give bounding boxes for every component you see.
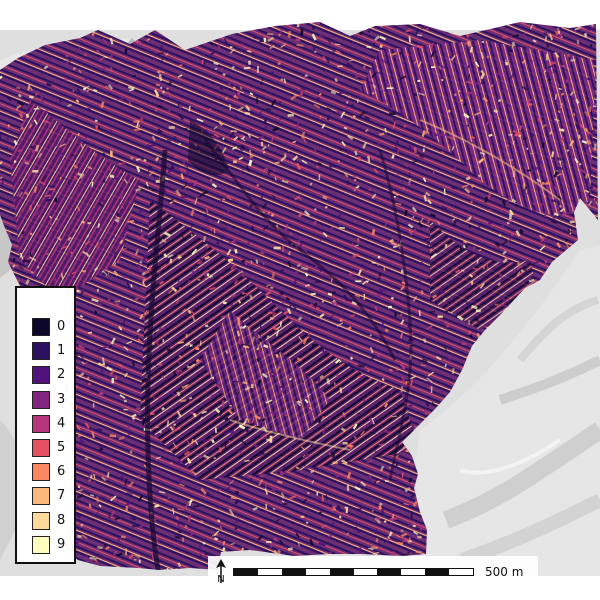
legend-swatch <box>32 463 50 482</box>
legend-label: 4 <box>57 415 66 431</box>
legend-item: 9 <box>32 533 74 557</box>
scale-bar-area: N 500 m <box>208 556 538 594</box>
raster-layer <box>0 22 598 570</box>
legend-item: 6 <box>32 460 74 484</box>
scale-bar-segment <box>305 569 330 575</box>
legend-item: 0 <box>32 315 74 339</box>
legend-swatch <box>32 439 50 458</box>
scale-bar-segment <box>257 569 282 575</box>
legend-swatch <box>32 535 50 554</box>
legend-label: 5 <box>57 440 66 456</box>
legend-label: 3 <box>57 391 66 407</box>
scale-bar-segment <box>353 569 378 575</box>
scale-bar-label: 500 m <box>485 565 524 579</box>
scale-bar <box>233 568 474 576</box>
legend-swatch <box>32 366 50 385</box>
legend-label: 6 <box>57 464 66 480</box>
legend-item: 8 <box>32 509 74 533</box>
legend-item: 1 <box>32 339 74 363</box>
legend-item: 4 <box>32 412 74 436</box>
legend-swatch <box>32 342 50 361</box>
legend-label: 8 <box>57 512 66 528</box>
legend: 0 1 2 3 4 5 6 7 <box>15 286 76 564</box>
legend-item: 3 <box>32 388 74 412</box>
legend-swatch <box>32 318 50 337</box>
legend-label: 9 <box>57 536 66 552</box>
legend-label: 1 <box>57 343 66 359</box>
legend-swatch <box>32 414 50 433</box>
legend-swatch <box>32 390 50 409</box>
legend-item: 5 <box>32 436 74 460</box>
legend-swatch <box>32 487 50 506</box>
legend-label: 2 <box>57 367 66 383</box>
scale-bar-segment <box>329 569 354 575</box>
legend-item: 2 <box>32 363 74 387</box>
north-arrow-icon: N <box>216 559 226 584</box>
scale-bar-segment <box>234 569 258 575</box>
legend-label: 0 <box>57 319 66 335</box>
scale-bar-segment <box>401 569 426 575</box>
scale-bar-segment <box>425 569 450 575</box>
legend-swatch <box>32 511 50 530</box>
north-arrow-label: N <box>217 574 224 584</box>
legend-label: 7 <box>57 488 66 504</box>
scale-bar-segment <box>281 569 306 575</box>
scale-bar-segment <box>377 569 402 575</box>
legend-item: 7 <box>32 484 74 508</box>
scale-bar-segment <box>449 569 474 575</box>
